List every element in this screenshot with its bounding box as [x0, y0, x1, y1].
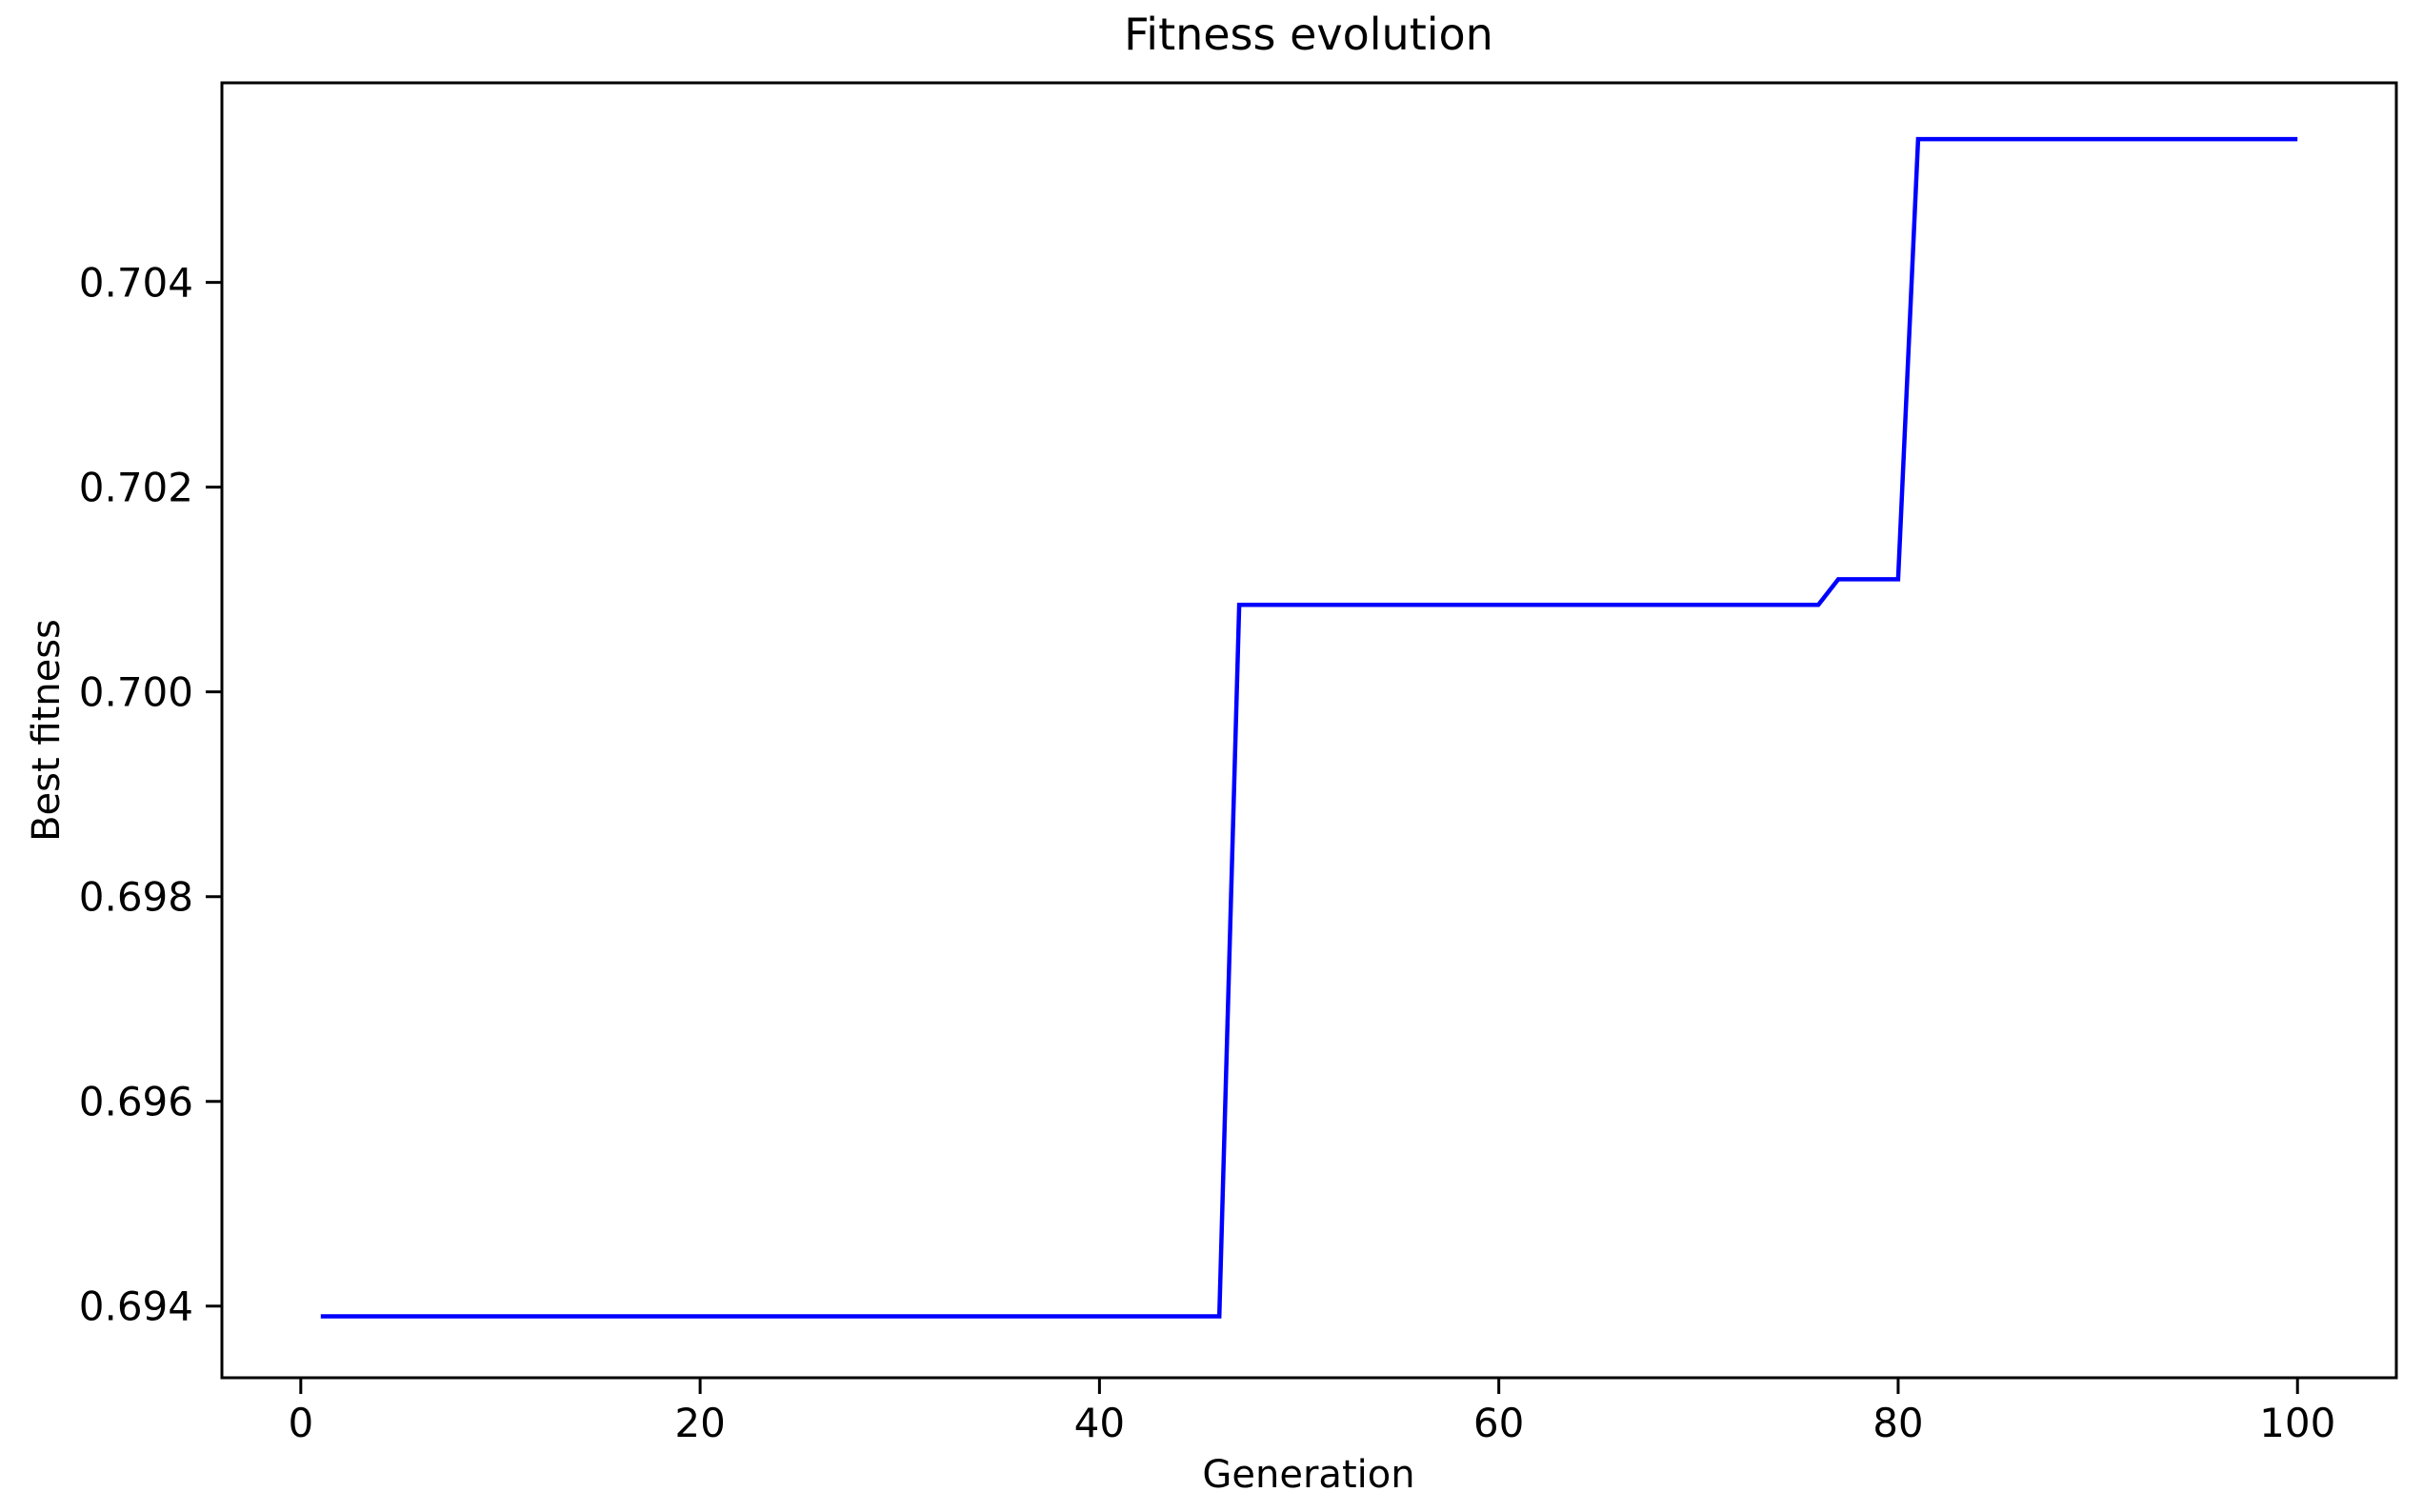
x-tick-label: 100 [2259, 1400, 2335, 1446]
y-axis-ticks: 0.694 0.696 0.698 0.700 0.702 0.704 [79, 260, 222, 1330]
x-axis-ticks: 0 20 40 60 80 100 [288, 1378, 2335, 1446]
y-tick-label: 0.704 [79, 260, 193, 307]
best-fitness-line [320, 136, 2298, 1319]
y-tick-label: 0.698 [79, 874, 193, 921]
x-tick-label: 80 [1872, 1400, 1923, 1446]
x-tick-label: 40 [1074, 1400, 1125, 1446]
chart-title: Fitness evolution [1124, 9, 1493, 60]
y-tick-label: 0.702 [79, 465, 193, 511]
x-axis-label: Generation [1202, 1453, 1414, 1497]
y-axis-label: Best fitness [25, 619, 69, 842]
y-tick-label: 0.694 [79, 1283, 193, 1330]
y-tick-label: 0.696 [79, 1079, 193, 1125]
x-tick-label: 60 [1473, 1400, 1524, 1446]
plot-border [220, 81, 2398, 1380]
fitness-line-group [320, 136, 2298, 1319]
y-tick-label: 0.700 [79, 669, 193, 716]
x-tick-label: 20 [674, 1400, 725, 1446]
x-tick-label: 0 [288, 1400, 313, 1446]
